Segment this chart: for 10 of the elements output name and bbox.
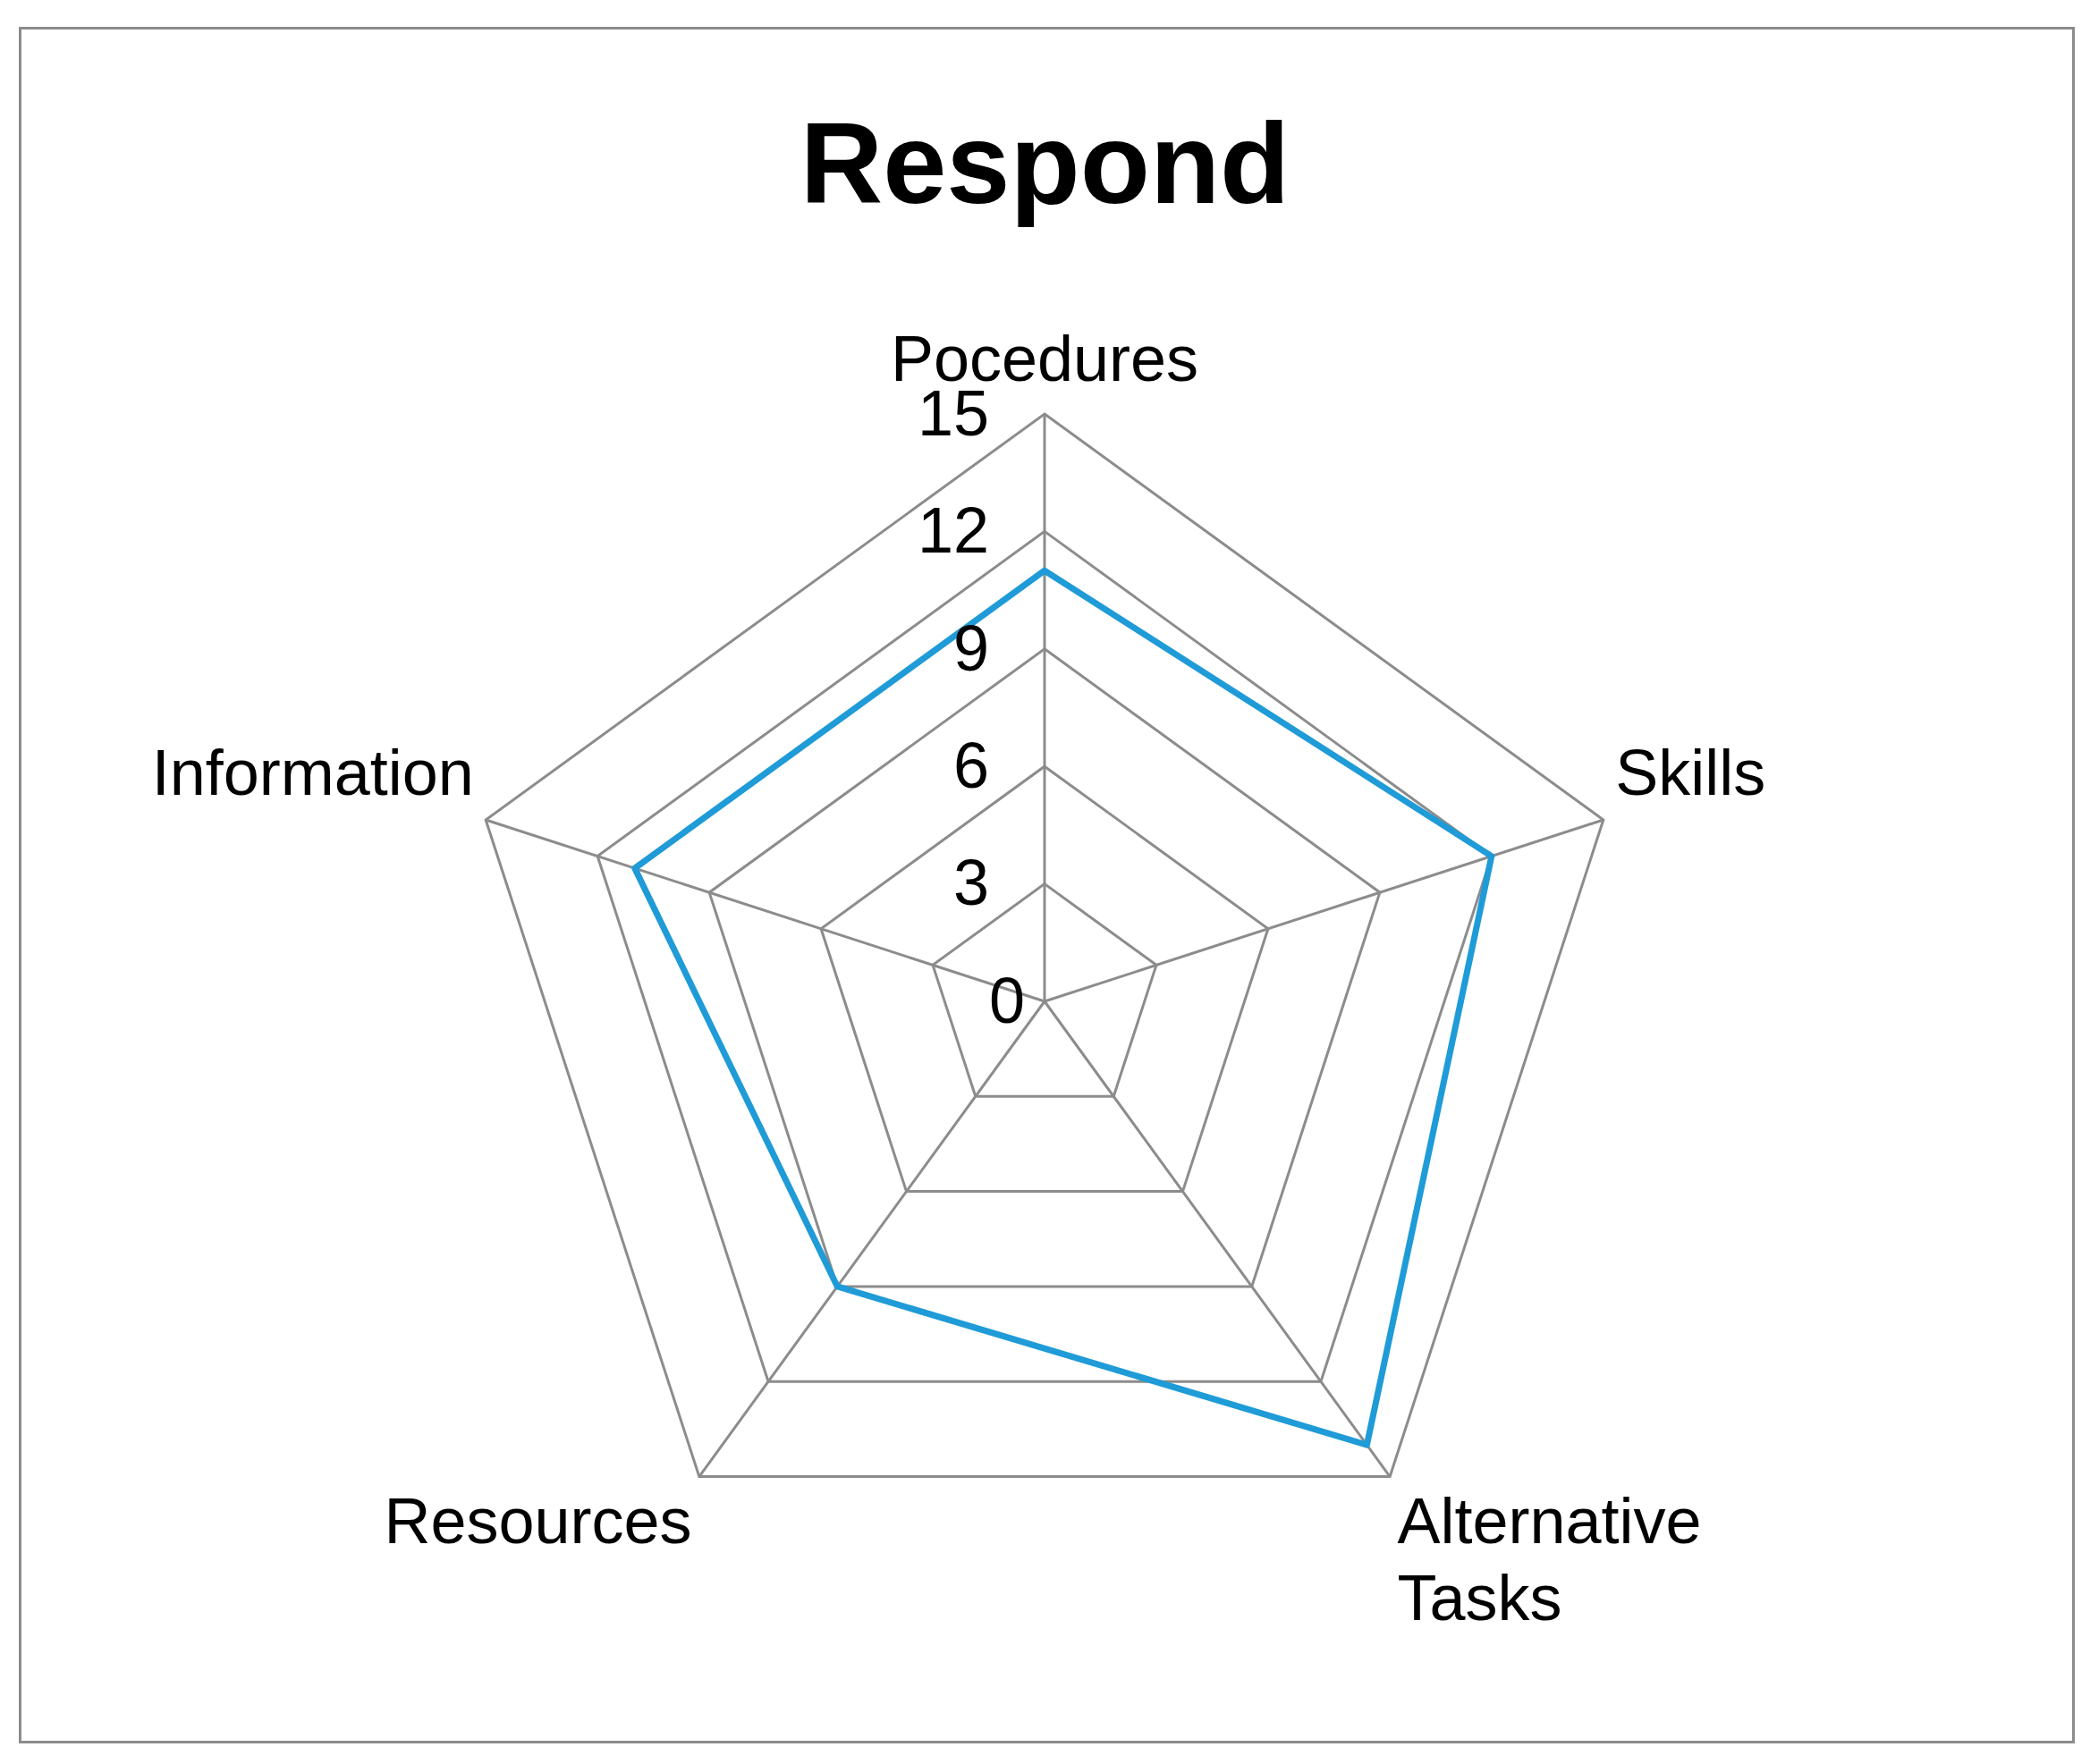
y-tick-label: 9 xyxy=(952,612,989,684)
spoke-label: Resources xyxy=(384,1484,692,1557)
spoke-label: Skills xyxy=(1615,737,1766,809)
chart-title: Respond xyxy=(800,99,1290,228)
spoke-label: Information xyxy=(151,737,474,809)
spoke-label: Alternative Tasks xyxy=(1397,1484,1702,1634)
y-tick-label: 12 xyxy=(917,494,989,567)
y-tick-label: 6 xyxy=(952,730,989,802)
y-tick-label: 3 xyxy=(952,847,989,919)
y-tick-label: 0 xyxy=(988,964,1025,1036)
